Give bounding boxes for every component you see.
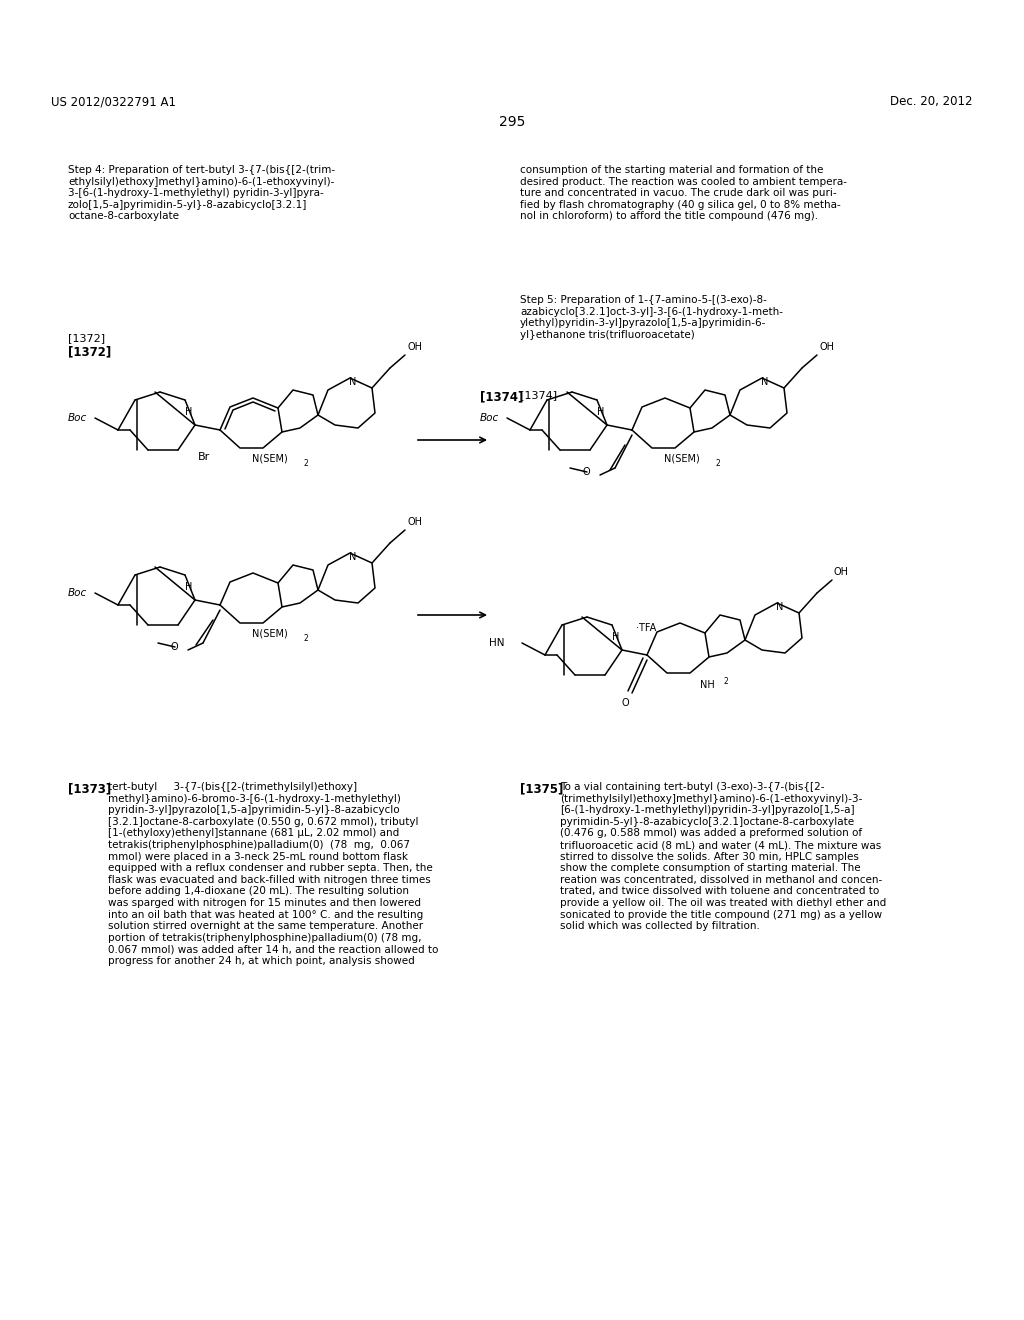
Text: H: H xyxy=(185,582,193,591)
Text: N: N xyxy=(776,602,783,612)
Text: Step 5: Preparation of 1-{7-amino-5-[(3-exo)-8-
azabicyclo[3.2.1]oct-3-yl]-3-[6-: Step 5: Preparation of 1-{7-amino-5-[(3-… xyxy=(520,294,783,339)
Text: N(SEM): N(SEM) xyxy=(664,453,699,463)
Text: [1374]: [1374] xyxy=(480,389,523,403)
Text: N(SEM): N(SEM) xyxy=(252,453,288,463)
Text: [1374]: [1374] xyxy=(520,389,557,400)
Text: Br: Br xyxy=(198,451,210,462)
Text: O: O xyxy=(622,698,629,708)
Text: OH: OH xyxy=(407,342,422,352)
Text: To a vial containing tert-butyl (3-exo)-3-{7-(bis{[2-
(trimethylsilyl)ethoxy]met: To a vial containing tert-butyl (3-exo)-… xyxy=(560,781,886,931)
Text: 2: 2 xyxy=(303,459,308,469)
Text: 2: 2 xyxy=(723,677,728,686)
Text: US 2012/0322791 A1: US 2012/0322791 A1 xyxy=(51,95,176,108)
Text: ·TFA: ·TFA xyxy=(636,623,656,634)
Text: N: N xyxy=(349,552,356,562)
Text: HN: HN xyxy=(489,638,505,648)
Text: OH: OH xyxy=(407,517,422,527)
Text: Step 4: Preparation of tert-butyl 3-{7-(bis{[2-(trim-
ethylsilyl)ethoxy]methyl}a: Step 4: Preparation of tert-butyl 3-{7-(… xyxy=(68,165,335,222)
Text: Dec. 20, 2012: Dec. 20, 2012 xyxy=(890,95,973,108)
Text: [1372]: [1372] xyxy=(68,345,112,358)
Text: N: N xyxy=(349,378,356,387)
Text: O: O xyxy=(170,642,178,652)
Text: 2: 2 xyxy=(715,459,720,469)
Text: O: O xyxy=(583,467,590,477)
Text: Boc: Boc xyxy=(68,587,87,598)
Text: H: H xyxy=(597,407,604,417)
Text: OH: OH xyxy=(834,568,849,577)
Text: 2: 2 xyxy=(303,634,308,643)
Text: NH: NH xyxy=(700,680,715,690)
Text: OH: OH xyxy=(819,342,834,352)
Text: [1375]: [1375] xyxy=(520,781,563,795)
Text: N: N xyxy=(761,378,769,387)
Text: Boc: Boc xyxy=(68,413,87,422)
Text: N(SEM): N(SEM) xyxy=(252,628,288,638)
Text: Boc: Boc xyxy=(480,413,500,422)
Text: H: H xyxy=(612,632,620,642)
Text: H: H xyxy=(185,407,193,417)
Text: consumption of the starting material and formation of the
desired product. The r: consumption of the starting material and… xyxy=(520,165,847,222)
Text: tert-butyl     3-{7-(bis{[2-(trimethylsilyl)ethoxy]
methyl}amino)-6-bromo-3-[6-(: tert-butyl 3-{7-(bis{[2-(trimethylsilyl)… xyxy=(108,781,438,966)
Text: [1373]: [1373] xyxy=(68,781,112,795)
Text: [1372]: [1372] xyxy=(68,333,105,343)
Text: 295: 295 xyxy=(499,115,525,129)
